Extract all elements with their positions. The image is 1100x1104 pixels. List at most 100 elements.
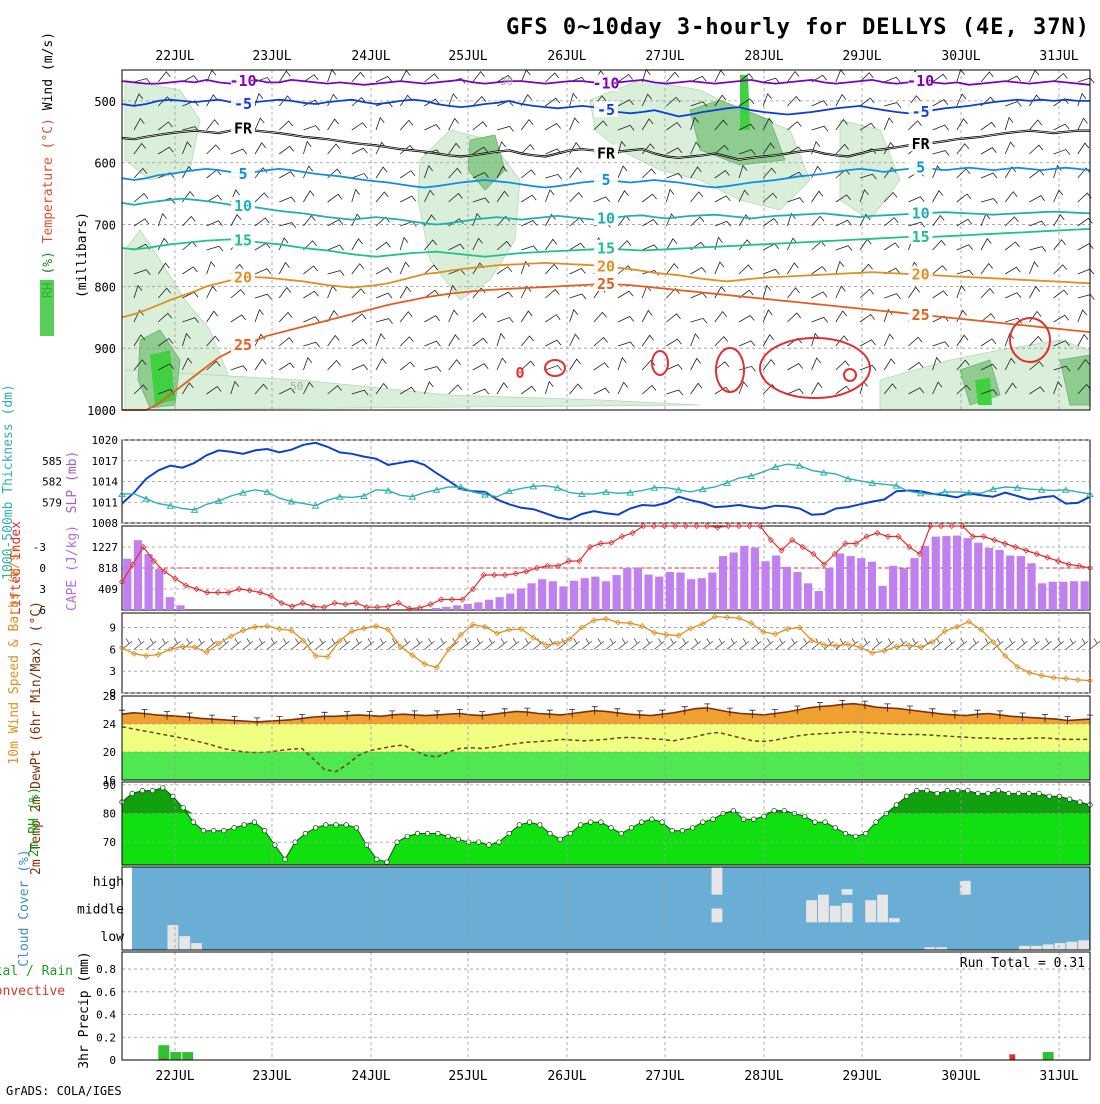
rh-marker (1026, 790, 1032, 797)
wind-barb (593, 387, 610, 395)
wind-barb (980, 198, 998, 204)
wind-barb (303, 356, 313, 371)
wind-barb (157, 121, 173, 131)
rh-marker (740, 816, 747, 822)
li-marker (767, 536, 774, 544)
wind-barb (1053, 365, 1071, 372)
wind-barb (521, 220, 538, 227)
rh-marker (547, 830, 553, 837)
contour-label-bg-1-0 (231, 95, 255, 111)
wind-barb (787, 95, 801, 107)
wind-barb (448, 142, 461, 155)
wind-ylabel: 10m Wind Speed & Barbs (m/s) (7, 545, 22, 764)
wind-speed-marker (651, 629, 658, 636)
rh-legend-swatch (40, 280, 54, 336)
rh-marker (241, 822, 247, 828)
wind10m-barb (472, 638, 484, 650)
thickness-marker (1061, 486, 1070, 493)
wind-speed-marker (215, 640, 222, 647)
wind-barb (666, 147, 683, 155)
temp-whisker (389, 710, 396, 719)
wind-barb (714, 170, 730, 179)
thickness-marker (529, 482, 538, 490)
li-marker (416, 604, 423, 611)
wind-barb (738, 314, 755, 323)
wind-barb (182, 215, 196, 227)
date-bottom-5: 27JUL (645, 1069, 684, 1084)
wind-barb (545, 288, 560, 299)
wind10m-barb (291, 638, 302, 650)
rh-marker (343, 822, 349, 828)
thickness-marker (408, 493, 417, 500)
cape-bar (527, 583, 536, 610)
wind-barb (278, 70, 291, 83)
cloud-bar-high (959, 880, 971, 895)
wind-barb (787, 121, 802, 131)
wind10m-barb (460, 638, 472, 650)
li-marker (693, 522, 700, 530)
temp-whisker (569, 709, 576, 718)
wind-barb (545, 238, 558, 251)
li-marker (374, 604, 381, 611)
wind-barb (496, 74, 513, 83)
cloud-bar-middle (817, 894, 829, 923)
precip-bar-0 (170, 1052, 182, 1060)
wind-barb (520, 169, 536, 179)
wind-barb (133, 117, 145, 131)
wind-barb (956, 284, 966, 299)
wind-barb (666, 122, 682, 131)
cape-bar (952, 535, 962, 610)
wind-barb (472, 363, 489, 371)
wind-barb (375, 292, 393, 299)
li-marker (757, 522, 764, 530)
wind10m-barb (158, 638, 169, 650)
thickness-marker (577, 490, 586, 497)
wind-barb (762, 309, 773, 323)
thickness-marker (263, 488, 272, 495)
wind10m-barb (1005, 638, 1016, 650)
wind-barb (327, 285, 337, 299)
wind-barb (956, 93, 967, 107)
wind-barb (811, 165, 822, 179)
cape-bar (974, 542, 983, 610)
wind-barb (133, 284, 143, 299)
wind-barb (472, 237, 483, 251)
wind-barb (472, 388, 490, 395)
rh-marker (414, 830, 421, 837)
wind-speed-marker (1002, 652, 1009, 659)
rh-marker (730, 807, 737, 814)
wind-barb (520, 69, 531, 83)
wind-barb (520, 385, 537, 395)
wind-barb (811, 382, 823, 395)
wind-speed-marker (239, 627, 247, 634)
rh-marker (852, 833, 859, 840)
rh-marker (822, 819, 828, 825)
rh-marker (455, 836, 461, 842)
li-marker (959, 522, 966, 530)
wind-speed-marker (1050, 674, 1057, 681)
wind-barb (738, 365, 756, 372)
wind-barb (182, 100, 199, 107)
wind-barb (303, 316, 320, 323)
rh-ytick-0: 90 (103, 779, 116, 792)
wind-barb (1004, 357, 1016, 371)
date-bottom-9: 31JUL (1039, 1069, 1078, 1084)
li-marker (810, 550, 817, 558)
li-marker (725, 522, 732, 530)
wind-barb (956, 193, 972, 203)
wind-barb (351, 263, 365, 275)
rh-marker (1056, 793, 1063, 799)
wind-barb (908, 221, 926, 228)
temp-ytick-0: 28 (103, 690, 116, 703)
wind-speed-marker (506, 626, 513, 633)
wind-barb (1053, 239, 1066, 251)
li-marker (246, 587, 253, 594)
wind-barb (327, 244, 344, 251)
wind-barb (182, 141, 192, 155)
cape-bar (665, 572, 674, 610)
rh-marker (618, 830, 624, 837)
cape-bar (580, 578, 589, 610)
wind-speed-marker (736, 615, 743, 622)
wind-barb (206, 194, 223, 203)
